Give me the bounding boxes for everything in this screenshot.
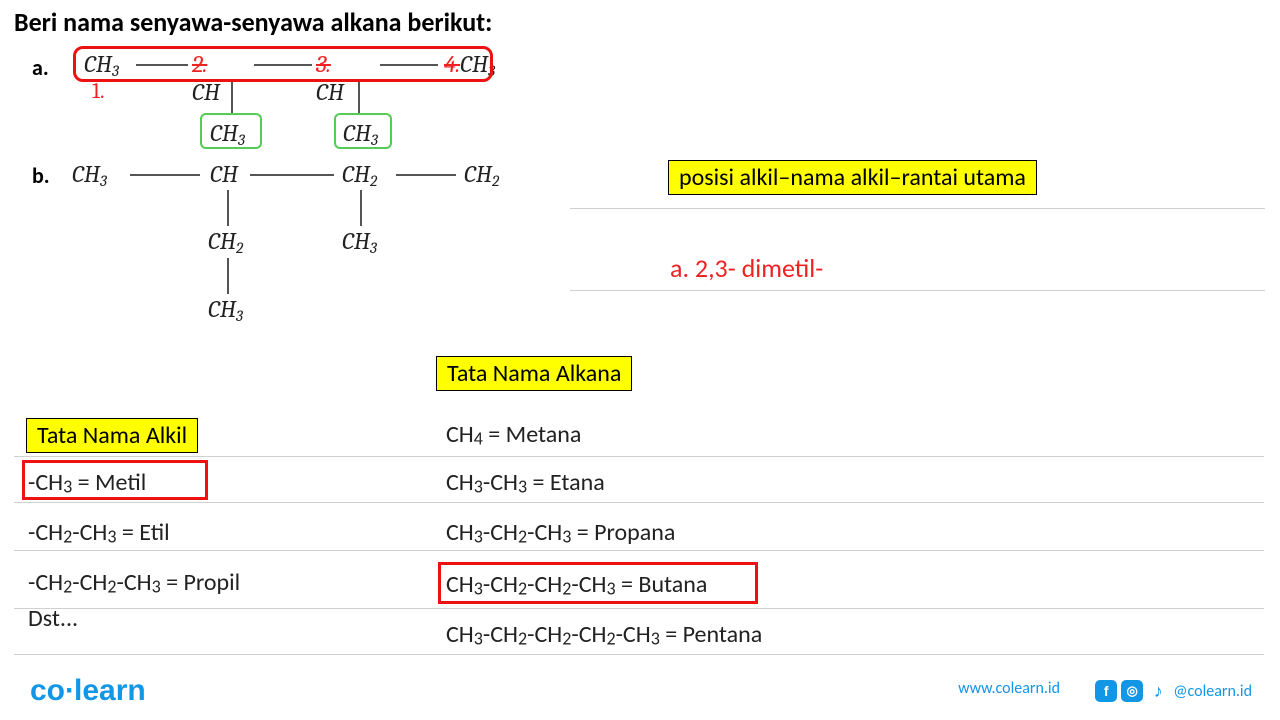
b-c3: CH2 [342, 160, 377, 190]
bond-b-c2-down2 [227, 258, 229, 294]
rule-line [570, 290, 1265, 291]
rule-line [570, 208, 1265, 209]
rule-line [14, 502, 1264, 503]
bond-b-c2-down1 [227, 190, 229, 226]
alkana-item-1: CH4 = Metana [446, 420, 581, 450]
bond-b-c3-down [360, 190, 362, 226]
bond-a-c3-down [358, 80, 360, 114]
social-handle: @colearn.id [1173, 682, 1252, 701]
highlight-main-chain-a [73, 46, 493, 82]
b-c2-br2: CH3 [208, 295, 243, 325]
exercise-title: Beri nama senyawa-senyawa alkana berikut… [14, 6, 492, 38]
alkil-item-4: Dst... [28, 604, 78, 633]
bond-a-c2-down [231, 80, 233, 114]
alkil-item-3: -CH2-CH2-CH3 = Propil [28, 568, 240, 598]
highlight-metil [22, 460, 208, 500]
highlight-butana [438, 562, 758, 604]
b-c1: CH3 [72, 160, 107, 190]
b-c4: CH2 [464, 160, 499, 190]
tiktok-icon: ♪ [1147, 680, 1169, 702]
hint-naming-rule: posisi alkil–nama alkil–rantai utama [668, 160, 1037, 195]
label-b: b. [32, 162, 50, 189]
footer-url: www.colearn.id [958, 679, 1060, 698]
alkana-item-5: CH3-CH2-CH2-CH2-CH3 = Pentana [446, 620, 762, 650]
instagram-icon: ◎ [1121, 680, 1143, 702]
facebook-icon: f [1095, 680, 1117, 702]
rule-line [14, 550, 1264, 551]
rule-line [14, 456, 1264, 457]
alkana-item-3: CH3-CH2-CH3 = Propana [446, 518, 675, 548]
rule-line [14, 608, 1264, 609]
b-c2-br1: CH2 [208, 227, 243, 257]
label-a: a. [32, 54, 49, 81]
bond-b-3-4 [396, 174, 456, 176]
green-highlight-2 [334, 113, 392, 149]
b-c2: CH [210, 160, 238, 188]
b-c3-br: CH3 [342, 227, 377, 257]
alkana-item-2: CH3-CH3 = Etana [446, 468, 605, 498]
green-highlight-1 [200, 113, 262, 149]
brand-logo: co·learn [30, 674, 146, 708]
bond-b-2-3 [250, 174, 334, 176]
bond-b-1-2 [130, 174, 200, 176]
header-alkana: Tata Nama Alkana [436, 356, 632, 391]
alkil-item-2: -CH2-CH3 = Etil [28, 518, 170, 548]
answer-a-partial: a. 2,3- dimetil- [670, 252, 823, 284]
rule-line [14, 654, 1264, 655]
header-alkil: Tata Nama Alkil [26, 418, 198, 453]
footer-social: f ◎ ♪ @colearn.id [1095, 680, 1252, 702]
